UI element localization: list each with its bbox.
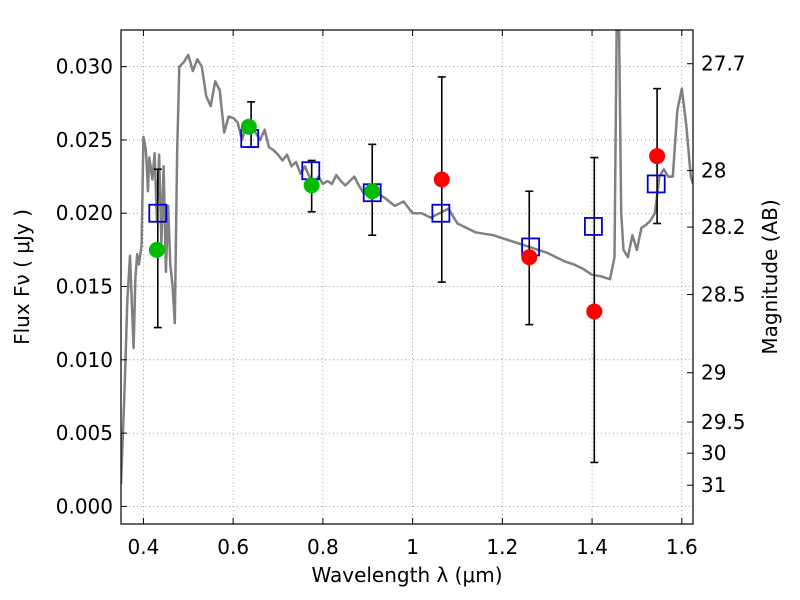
x-tick-label: 1.6 [666, 535, 698, 559]
photometry-points-layer [148, 118, 666, 320]
x-axis-label: Wavelength λ (μm) [311, 563, 502, 587]
x-tick-label: 0.8 [307, 535, 339, 559]
y-tick-label: 0.000 [56, 494, 113, 518]
model-boxes-layer [148, 129, 666, 257]
right-y-tick-label: 30 [701, 441, 726, 465]
x-tick-label: 0.4 [128, 535, 160, 559]
green-photometry-point [240, 118, 257, 135]
y-tick-label: 0.005 [56, 421, 113, 445]
grid-lines [121, 30, 693, 524]
right-y-tick-label: 29 [701, 361, 726, 385]
red-photometry-point [433, 171, 450, 188]
y-tick-label: 0.020 [56, 201, 113, 225]
model-box-marker [431, 203, 451, 223]
axis-ticks [121, 30, 693, 524]
y-axis-label: Flux Fν ( μJy ) [10, 209, 34, 345]
red-photometry-point [586, 303, 603, 320]
x-tick-label: 1.4 [576, 535, 608, 559]
x-tick-label: 0.6 [217, 535, 249, 559]
green-photometry-point [364, 183, 381, 200]
green-photometry-point [148, 241, 165, 258]
right-y-tick-label: 28.5 [701, 283, 746, 307]
right-y-tick-label: 28.2 [701, 215, 746, 239]
plot-frame [120, 29, 694, 525]
y-tick-label: 0.015 [56, 275, 113, 299]
tick-labels: 0.4 0.6 0.8 1 1.2 1.4 1.6 0.000 0.005 0.010 0.015 0… [56, 52, 746, 559]
x-tick-label: 1 [406, 535, 419, 559]
green-photometry-point [303, 177, 320, 194]
x-tick-label: 1.2 [486, 535, 518, 559]
model-spectrum-line [121, 30, 693, 485]
right-y-axis-label: Magnitude (AB) [758, 199, 782, 354]
model-box-marker [148, 203, 168, 223]
model-box-marker [646, 174, 666, 194]
right-y-tick-label: 28 [701, 159, 726, 183]
model-box-marker [584, 217, 603, 236]
right-y-tick-label: 27.7 [701, 52, 746, 76]
y-tick-label: 0.025 [56, 128, 113, 152]
red-photometry-point [649, 148, 666, 165]
y-tick-label: 0.030 [56, 55, 113, 79]
model-spectrum-layer [121, 30, 693, 485]
right-y-tick-label: 31 [701, 473, 726, 497]
red-photometry-point [521, 249, 538, 266]
y-tick-label: 0.010 [56, 348, 113, 372]
right-y-tick-label: 29.5 [701, 410, 746, 434]
